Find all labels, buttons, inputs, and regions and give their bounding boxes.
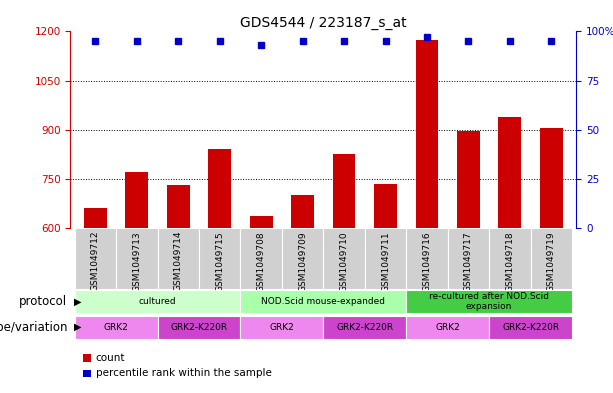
Bar: [498, 117, 521, 393]
Text: GSM1049719: GSM1049719: [547, 231, 556, 292]
Text: GSM1049717: GSM1049717: [464, 231, 473, 292]
Bar: [208, 149, 231, 393]
Bar: [406, 290, 572, 313]
Text: GSM1049710: GSM1049710: [340, 231, 349, 292]
Bar: [240, 228, 282, 289]
Bar: [75, 290, 240, 313]
Text: genotype/variation: genotype/variation: [0, 321, 67, 334]
Bar: [126, 172, 148, 393]
Text: re-cultured after NOD.Scid
expansion: re-cultured after NOD.Scid expansion: [429, 292, 549, 311]
Bar: [531, 228, 572, 289]
Text: GRK2: GRK2: [270, 323, 294, 332]
Text: ▶: ▶: [74, 322, 81, 332]
Bar: [416, 40, 438, 393]
Bar: [116, 228, 158, 289]
Text: percentile rank within the sample: percentile rank within the sample: [96, 369, 272, 378]
Text: GSM1049714: GSM1049714: [173, 231, 183, 292]
Bar: [291, 195, 314, 393]
Text: GSM1049716: GSM1049716: [422, 231, 432, 292]
Text: GSM1049709: GSM1049709: [298, 231, 307, 292]
Bar: [167, 185, 189, 393]
Text: GSM1049712: GSM1049712: [91, 231, 100, 292]
Bar: [282, 228, 324, 289]
Text: GRK2: GRK2: [435, 323, 460, 332]
Bar: [75, 316, 158, 339]
Bar: [489, 228, 531, 289]
Text: GSM1049708: GSM1049708: [257, 231, 265, 292]
Bar: [249, 217, 273, 393]
Text: GRK2-K220R: GRK2-K220R: [337, 323, 394, 332]
Bar: [406, 316, 489, 339]
Text: NOD.Scid mouse-expanded: NOD.Scid mouse-expanded: [261, 297, 386, 306]
Text: GSM1049715: GSM1049715: [215, 231, 224, 292]
Bar: [406, 228, 447, 289]
Text: count: count: [96, 353, 125, 363]
Bar: [240, 290, 406, 313]
Bar: [365, 228, 406, 289]
Bar: [324, 316, 406, 339]
Text: GRK2-K220R: GRK2-K220R: [170, 323, 227, 332]
Bar: [84, 208, 107, 393]
Bar: [540, 128, 563, 393]
Text: protocol: protocol: [19, 295, 67, 308]
Bar: [324, 228, 365, 289]
Title: GDS4544 / 223187_s_at: GDS4544 / 223187_s_at: [240, 17, 406, 30]
Text: GRK2: GRK2: [104, 323, 129, 332]
Bar: [457, 131, 480, 393]
Text: GSM1049718: GSM1049718: [505, 231, 514, 292]
Bar: [158, 228, 199, 289]
Text: GSM1049711: GSM1049711: [381, 231, 390, 292]
Bar: [75, 228, 116, 289]
Bar: [447, 228, 489, 289]
Text: ▶: ▶: [74, 297, 81, 307]
Bar: [333, 154, 356, 393]
Text: GSM1049713: GSM1049713: [132, 231, 142, 292]
Bar: [374, 184, 397, 393]
Text: cultured: cultured: [139, 297, 177, 306]
Bar: [199, 228, 240, 289]
Bar: [240, 316, 324, 339]
Bar: [158, 316, 240, 339]
Text: GRK2-K220R: GRK2-K220R: [502, 323, 559, 332]
Bar: [489, 316, 572, 339]
